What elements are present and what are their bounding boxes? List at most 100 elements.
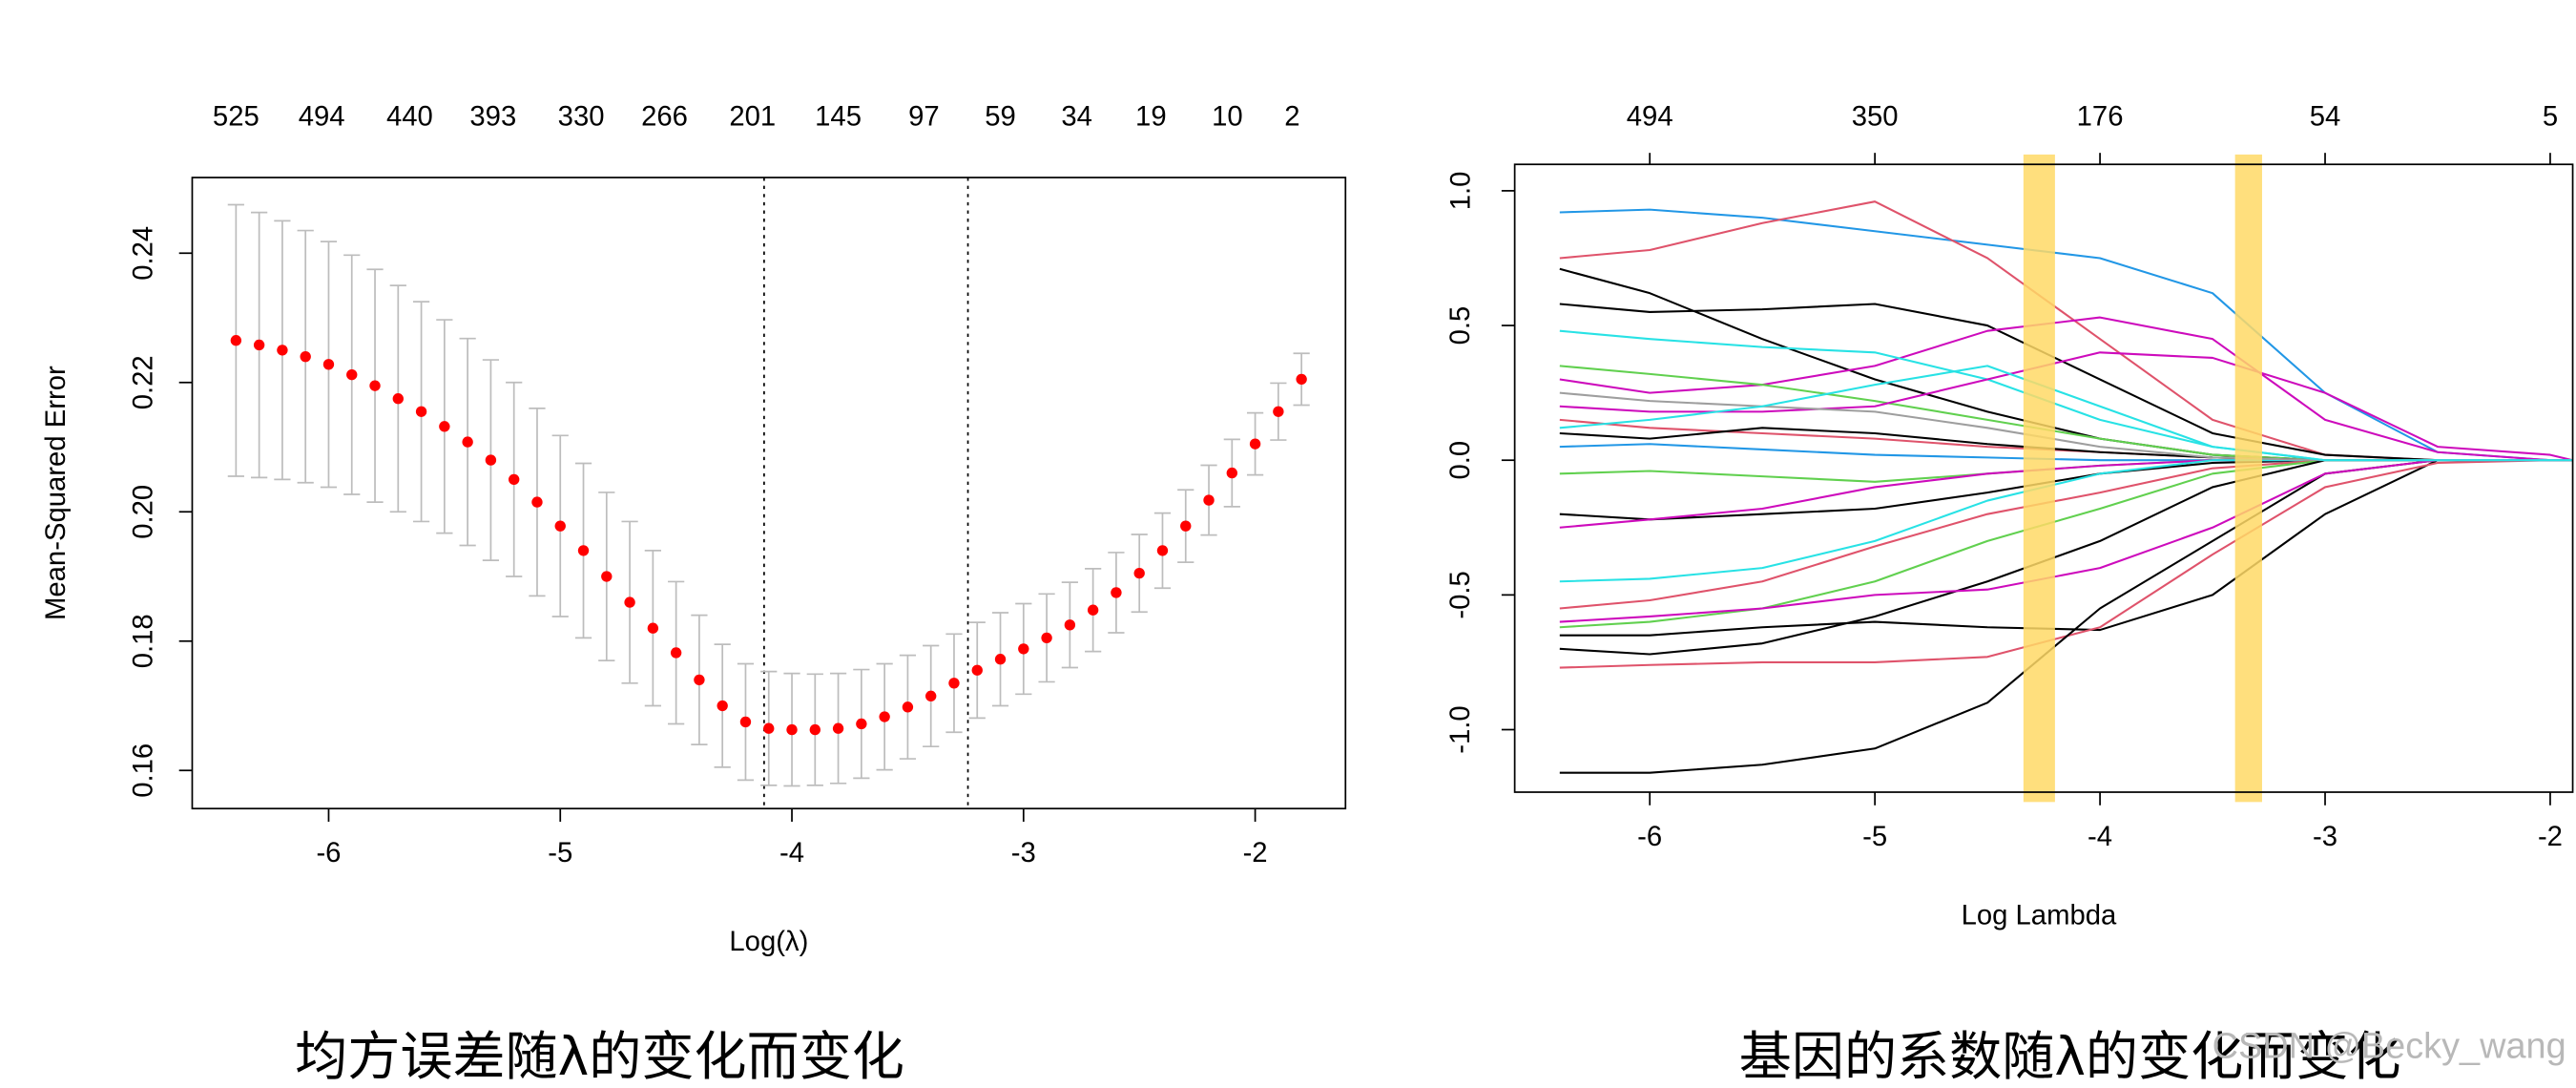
data-point [1018, 643, 1029, 655]
x-tick-label: -5 [1862, 822, 1887, 852]
data-point [856, 718, 867, 730]
top-tick-label: 19 [1135, 102, 1167, 133]
data-point [577, 545, 590, 556]
top-tick-label: 266 [641, 102, 688, 133]
x-tick-label: -4 [779, 838, 804, 868]
data-point [346, 368, 358, 381]
top-tick-label: 525 [213, 102, 260, 133]
top-tick-label: 59 [985, 102, 1016, 133]
data-point [601, 571, 613, 582]
data-point [902, 701, 914, 713]
y-tick-label: 0.22 [128, 355, 158, 409]
x-tick-label: -4 [2088, 822, 2112, 852]
data-point [277, 345, 288, 356]
data-point [647, 622, 659, 634]
y-tick-label: -1.0 [1445, 705, 1476, 753]
top-tick-label: 145 [815, 102, 862, 133]
top-tick-label: 2 [1284, 102, 1299, 133]
highlight-band [2234, 154, 2262, 803]
data-point [554, 520, 566, 532]
data-point [322, 359, 335, 370]
x-tick-label: -3 [2313, 822, 2337, 852]
top-tick-label: 494 [299, 102, 345, 133]
data-point [879, 711, 890, 722]
data-point [1203, 494, 1215, 506]
data-point [230, 335, 242, 346]
watermark: CSDN @Becky_wang [2212, 1027, 2566, 1067]
top-tick-label: 393 [469, 102, 516, 133]
data-point [439, 421, 450, 432]
y-tick-label: 1.0 [1445, 172, 1476, 211]
data-point [1041, 632, 1052, 644]
data-point [717, 700, 728, 712]
data-point [300, 350, 311, 363]
data-point [971, 664, 983, 676]
coefficient-path [1559, 316, 2573, 462]
highlight-band [2023, 154, 2055, 803]
plot-frame [1513, 163, 2574, 793]
data-point [1064, 619, 1076, 631]
top-tick-label: 494 [1627, 102, 1673, 133]
y-axis-label: Mean-Squared Error [41, 366, 72, 620]
data-point [1133, 567, 1145, 579]
data-point [786, 723, 798, 736]
data-point [509, 473, 520, 486]
top-tick-label: 10 [1212, 102, 1243, 133]
y-tick-label: -0.5 [1445, 571, 1476, 618]
data-point [1226, 467, 1237, 479]
data-point [485, 454, 497, 466]
data-point [624, 596, 635, 608]
x-tick-label: -6 [316, 838, 341, 868]
data-point [531, 496, 543, 508]
data-point [1111, 587, 1122, 598]
coefficient-path [1559, 459, 2573, 669]
data-point [809, 723, 821, 736]
data-point [1156, 545, 1169, 556]
data-point [948, 678, 960, 689]
top-tick-label: 350 [1852, 102, 1899, 133]
x-tick-label: -3 [1011, 838, 1036, 868]
top-tick-label: 54 [2310, 102, 2341, 133]
data-point [1273, 406, 1284, 417]
x-tick-label: -2 [1243, 838, 1268, 868]
data-point [392, 393, 404, 405]
plot-frame [191, 177, 1347, 810]
data-point [462, 436, 473, 448]
data-point [415, 406, 427, 417]
top-tick-label: 176 [2077, 102, 2124, 133]
y-tick-label: 0.20 [128, 485, 158, 539]
data-point [1296, 373, 1307, 386]
y-tick-label: 0.0 [1445, 441, 1476, 480]
top-tick-label: 440 [386, 102, 433, 133]
caption: 均方误差随λ的变化而变化 [295, 1026, 904, 1087]
top-tick-label: 5 [2543, 102, 2558, 133]
top-tick-label: 201 [729, 102, 776, 133]
data-point [925, 690, 937, 702]
top-tick-label: 34 [1061, 102, 1092, 133]
data-point [253, 339, 265, 351]
data-point [994, 654, 1007, 665]
caption: 基因的系数随λ的变化而变化 [1739, 1026, 2401, 1087]
y-tick-label: 0.18 [128, 614, 158, 668]
data-point [1180, 520, 1192, 532]
x-tick-label: -6 [1637, 822, 1662, 852]
data-point [694, 674, 705, 686]
top-tick-label: 97 [908, 102, 940, 133]
data-point [670, 647, 682, 659]
data-point [739, 716, 752, 728]
data-point [1087, 604, 1099, 616]
plot-area [227, 178, 1310, 809]
x-axis-label: Log Lambda [1962, 901, 2117, 931]
x-axis-label: Log(λ) [729, 927, 808, 957]
y-tick-label: 0.16 [128, 743, 158, 798]
y-tick-label: 0.5 [1445, 306, 1476, 345]
data-point [1249, 438, 1261, 450]
coefficient-path [1559, 365, 2573, 462]
data-point [832, 722, 844, 734]
data-point [369, 380, 381, 391]
top-tick-label: 330 [558, 102, 605, 133]
x-tick-label: -5 [548, 838, 572, 868]
plot-area [1559, 200, 2573, 774]
